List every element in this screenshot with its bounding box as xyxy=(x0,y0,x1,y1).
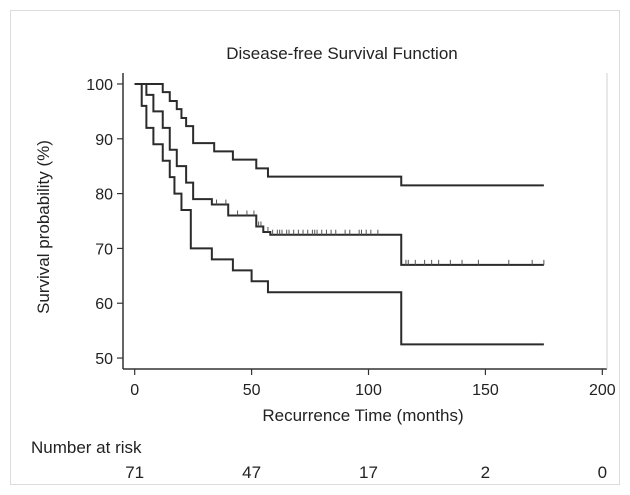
survival-curve-2 xyxy=(134,82,544,266)
risk-count: 17 xyxy=(359,463,378,482)
x-tick-label: 200 xyxy=(589,382,616,399)
y-axis-label: Survival probability (%) xyxy=(34,140,53,314)
y-tick-label: 80 xyxy=(95,187,113,204)
risk-table-label: Number at risk xyxy=(31,438,142,457)
survival-curves xyxy=(134,82,545,346)
x-tick-label: 0 xyxy=(130,382,139,399)
risk-count: 71 xyxy=(125,463,144,482)
risk-count: 2 xyxy=(481,463,490,482)
chart-title: Disease-free Survival Function xyxy=(226,44,457,63)
survival-curve-1 xyxy=(134,82,544,187)
survival-chart: Disease-free Survival Function 50 60 70 80 9… xyxy=(31,44,616,482)
risk-table: 71 47 17 2 0 xyxy=(125,463,607,482)
x-tick-label: 150 xyxy=(472,382,499,399)
y-tick-label: 100 xyxy=(86,77,113,94)
x-tick-label: 50 xyxy=(243,382,261,399)
y-tick-label: 90 xyxy=(95,132,113,149)
survival-curve-3 xyxy=(134,82,544,346)
y-tick-label: 50 xyxy=(95,351,113,368)
risk-count: 47 xyxy=(242,463,261,482)
risk-count: 0 xyxy=(598,463,607,482)
x-axis-label: Recurrence Time (months) xyxy=(262,406,463,425)
y-tick-label: 70 xyxy=(95,241,113,258)
x-tick-label: 100 xyxy=(355,382,382,399)
y-tick-label: 60 xyxy=(95,296,113,313)
chart-frame: Disease-free Survival Function 50 60 70 80 9… xyxy=(10,10,620,485)
plot-axes: 50 60 70 80 90 100 0 50 100 150 200 xyxy=(86,73,616,399)
